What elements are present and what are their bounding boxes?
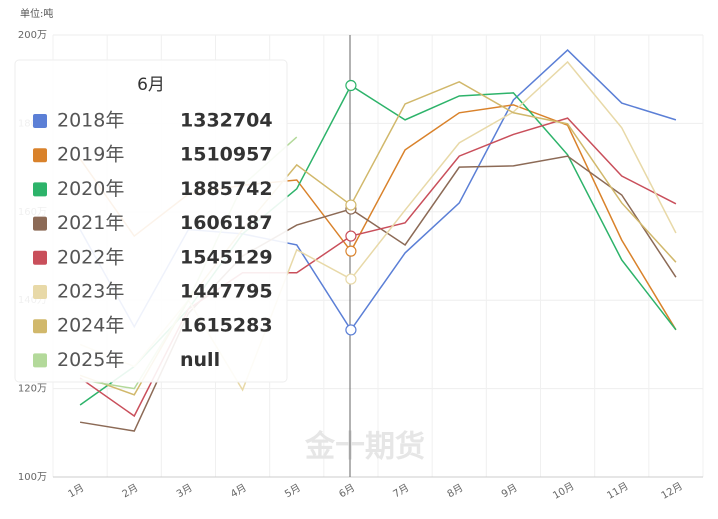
hover-point (345, 199, 357, 211)
legend-swatch (33, 285, 47, 299)
x-tick-label: 1月 (66, 482, 86, 501)
tooltip-value: 1510957 (180, 144, 273, 166)
legend-label: 2025年 (57, 349, 124, 371)
legend-swatch (33, 353, 47, 368)
x-tick-label: 10月 (551, 480, 577, 502)
tooltip-title: 6月 (137, 75, 165, 95)
watermark: 金十期货 (304, 430, 425, 465)
legend-swatch (33, 216, 47, 231)
tooltip-value: 1885742 (180, 178, 273, 200)
hover-point (345, 230, 357, 242)
x-tick-label: 2月 (120, 482, 140, 501)
y-tick-label: 100万 (18, 472, 47, 483)
tooltip-value: 1545129 (180, 246, 273, 268)
legend-label: 2020年 (57, 178, 124, 200)
legend-label: 2024年 (57, 315, 124, 337)
tooltip-box (14, 59, 288, 383)
legend-swatch (33, 182, 47, 197)
legend-label: 2019年 (57, 144, 124, 166)
x-tick-label: 12月 (659, 480, 685, 502)
x-tick-label: 11月 (605, 480, 631, 502)
legend-label: 2021年 (57, 212, 124, 234)
x-tick-label: 7月 (391, 482, 411, 501)
legend-label: 2023年 (57, 281, 124, 303)
tooltip-value: 1606187 (180, 212, 273, 234)
hover-point (345, 79, 357, 92)
legend-label: 2022年 (57, 246, 124, 268)
legend-swatch (33, 250, 47, 265)
unit-label: 单位:吨 (20, 7, 53, 20)
x-tick-label: 5月 (283, 482, 303, 501)
tooltip-value: null (180, 349, 220, 371)
legend-swatch (33, 148, 47, 163)
tooltip-value: 1447795 (180, 281, 273, 303)
x-tick-label: 3月 (174, 482, 194, 501)
tooltip-value: 1615283 (180, 315, 273, 337)
hover-point (345, 245, 357, 257)
legend-swatch (33, 114, 47, 128)
legend-swatch (33, 319, 47, 334)
x-tick-label: 8月 (445, 482, 465, 501)
legend-label: 2018年 (57, 110, 124, 132)
hover-point (345, 324, 357, 336)
hover-point (345, 273, 357, 285)
y-tick-label: 200万 (18, 30, 47, 41)
tooltip-value: 1332704 (180, 110, 273, 132)
x-tick-label: 9月 (499, 482, 519, 501)
x-tick-label: 4月 (228, 482, 248, 501)
x-tick-label: 6月 (337, 482, 357, 501)
y-tick-label: 120万 (18, 384, 47, 395)
